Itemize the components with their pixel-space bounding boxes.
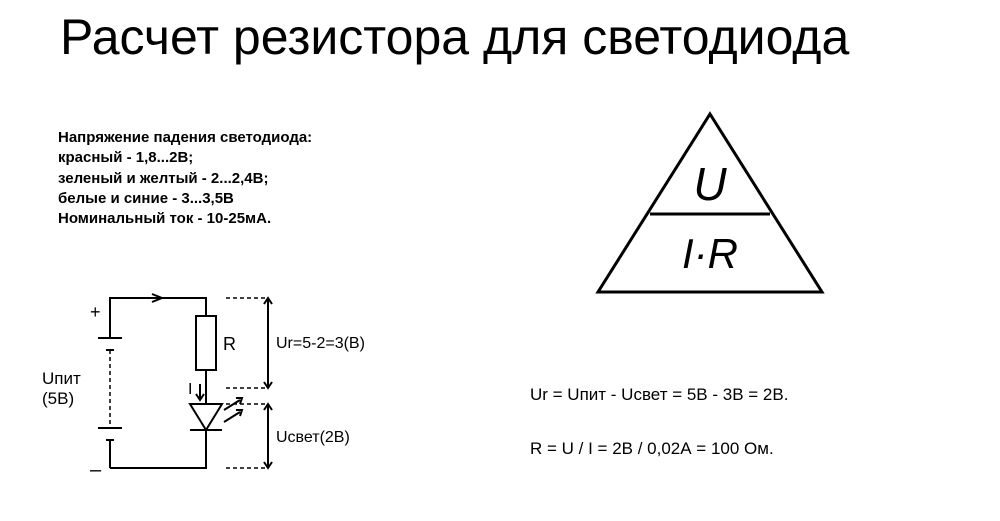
spec-line-5: Номинальный ток - 10-25мА. — [58, 209, 312, 229]
spec-line-3: зеленый и желтый - 2...2,4В; — [58, 169, 312, 189]
resistor — [196, 316, 216, 370]
led-symbol — [190, 398, 242, 430]
usv-label: Uсвет(2В) — [276, 429, 350, 446]
formula-r: R = U / I = 2В / 0,02А = 100 Ом. — [530, 422, 788, 476]
r-label: R — [223, 334, 236, 354]
triangle-u: U — [693, 158, 727, 210]
spec-line-2: красный - 1,8...2В; — [58, 148, 312, 168]
triangle-ir: I·R — [682, 230, 738, 277]
formula-ur: Ur = Uпит - Uсвет = 5В - 3В = 2В. — [530, 368, 788, 422]
formulas: Ur = Uпит - Uсвет = 5В - 3В = 2В. R = U … — [530, 368, 788, 477]
page-title: Расчет резистора для светодиода — [60, 8, 849, 66]
spec-line-1: Напряжение падения светодиода: — [58, 128, 312, 148]
ur-label: Ur=5-2=3(В) — [276, 335, 365, 352]
plus-label: + — [90, 302, 101, 322]
minus-label: – — [90, 459, 102, 481]
led-specs: Напряжение падения светодиода: красный -… — [58, 128, 312, 229]
i-label: I — [188, 381, 192, 398]
circuit-diagram: .s { stroke:#000; stroke-width:2; fill:n… — [40, 278, 400, 488]
upit-label: Uпит — [42, 369, 81, 388]
spec-line-4: белые и синие - 3...3,5В — [58, 189, 312, 209]
ohm-triangle: U I·R — [590, 108, 830, 298]
upit-value: (5B) — [42, 389, 74, 408]
